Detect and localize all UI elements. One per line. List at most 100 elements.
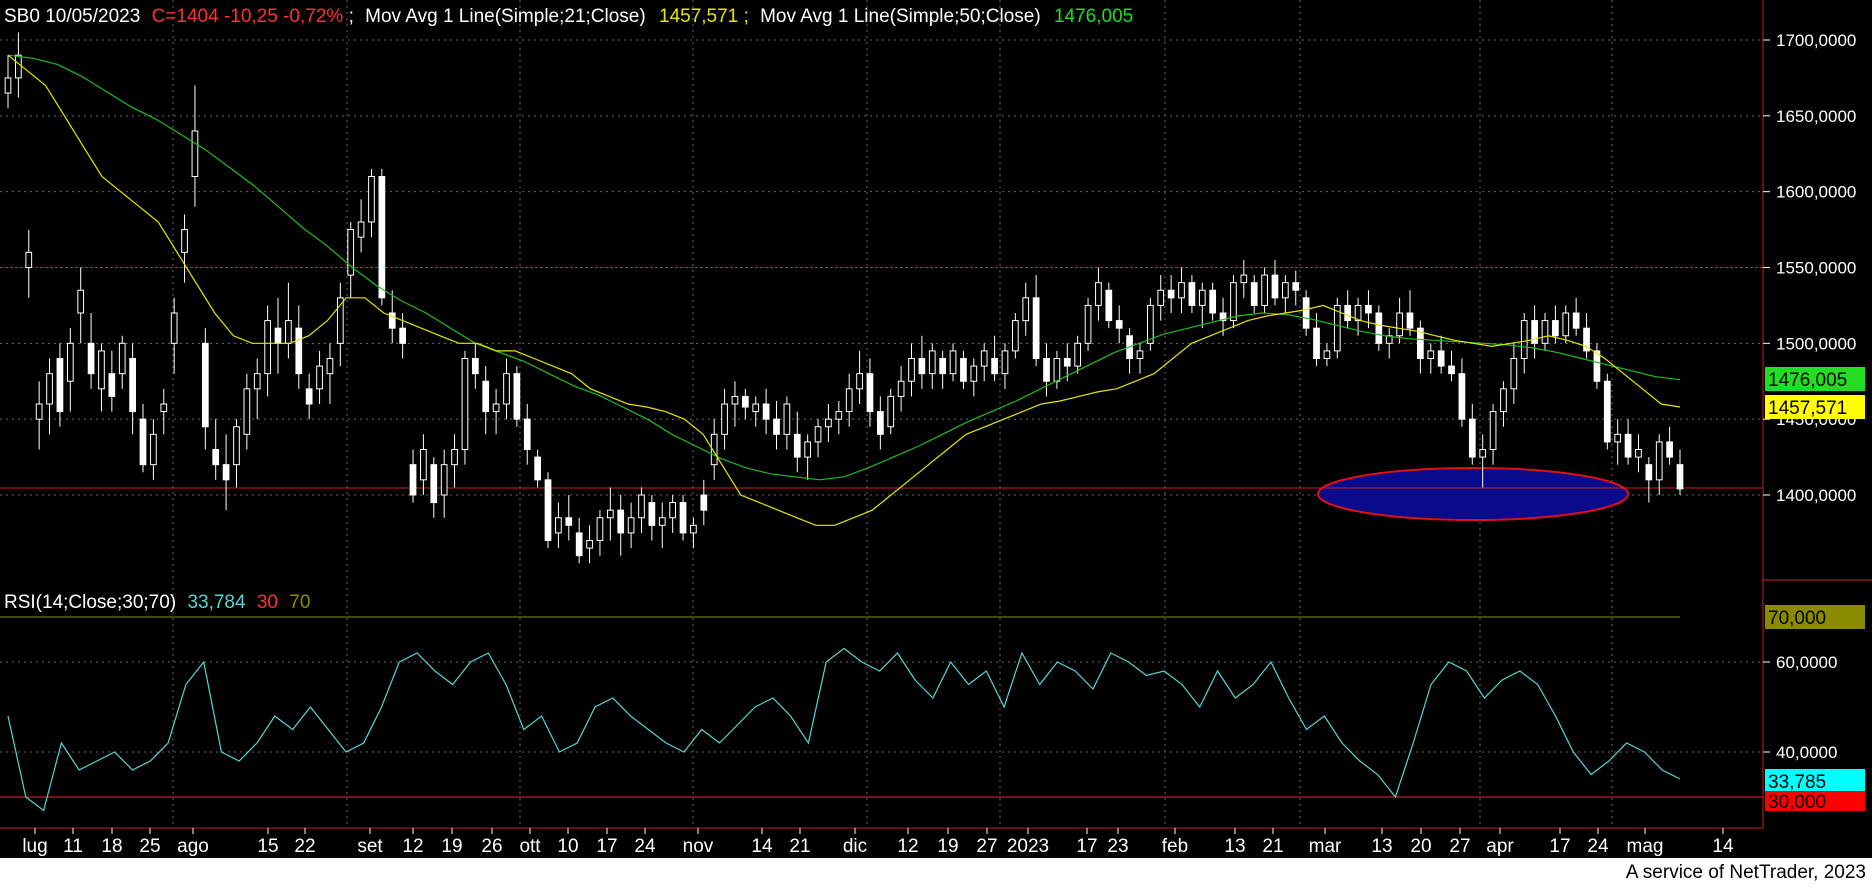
ma50-line: [7, 54, 1681, 481]
time-tick-label: 19: [937, 836, 958, 857]
candle-body: [876, 411, 884, 435]
candle-body: [1022, 297, 1030, 322]
candle-body: [1323, 350, 1331, 359]
candle-body: [1095, 282, 1102, 306]
candle-body: [1541, 320, 1549, 344]
candle-body: [1645, 464, 1653, 481]
candle-body: [908, 358, 915, 382]
candle-body: [191, 130, 199, 177]
candle-body: [918, 358, 926, 375]
time-tick-label: 18: [101, 836, 122, 857]
candle-body: [1136, 350, 1144, 359]
candle-body: [305, 388, 313, 405]
candle-body: [1531, 320, 1538, 344]
candle-body: [1105, 289, 1113, 322]
candle-body: [1552, 320, 1559, 337]
time-tick-label: 17: [1549, 836, 1570, 857]
candle-body: [700, 494, 708, 511]
candle-body: [492, 403, 500, 413]
candle-body: [378, 176, 386, 299]
candle-body: [1427, 350, 1435, 359]
candle-body: [1219, 312, 1227, 322]
time-tick-label: 24: [634, 836, 656, 857]
candle-body: [710, 433, 718, 466]
chart-header: SB0 10/05/2023 C=1404 -10,25 -0,72% ; Mo…: [4, 6, 1133, 27]
rsi-value: 33,784: [187, 592, 246, 613]
candle-body: [1063, 358, 1071, 367]
candle-body: [87, 342, 95, 375]
candle-body: [534, 456, 541, 481]
candle-body: [1375, 312, 1383, 344]
time-tick-label: ott: [519, 836, 541, 857]
price-tick-label: 1500,0000: [1776, 334, 1856, 353]
time-tick-label: 11: [63, 836, 83, 857]
time-tick-label: mar: [1309, 836, 1342, 857]
candle-body: [949, 350, 957, 375]
candle-body: [1230, 282, 1237, 322]
candle-body: [316, 365, 323, 390]
candle-body: [15, 54, 22, 79]
candle-body: [1562, 312, 1570, 337]
rsi30-tag: 30,000: [1768, 792, 1826, 813]
candle-body: [482, 380, 490, 413]
ma50-tag-bg: [1765, 367, 1865, 391]
time-tick-label: 15: [257, 836, 278, 857]
time-tick-label: feb: [1162, 836, 1188, 857]
rsi-label: RSI(14;Close;30;70): [4, 592, 176, 613]
header-symbol: SB0 10/05/2023: [4, 6, 140, 27]
candle-body: [461, 358, 469, 450]
candle-body: [1178, 282, 1185, 299]
candle-body: [440, 464, 448, 496]
rsi70-tag-bg: [1765, 605, 1865, 629]
candlestick-series: [4, 32, 1684, 564]
candle-body: [1572, 312, 1580, 329]
rsi-axis: 60,0000 40,0000: [1763, 653, 1837, 762]
candle-body: [679, 502, 687, 534]
price-tick-label: 1550,0000: [1776, 259, 1856, 278]
candle-body: [1198, 289, 1206, 306]
ma50-tag: 1476,005: [1768, 370, 1847, 391]
rsi-tick-label: 60,0000: [1776, 653, 1837, 672]
time-tick-label: 21: [789, 836, 810, 857]
candle-body: [170, 312, 178, 344]
candle-body: [575, 532, 583, 557]
candle-body: [1209, 289, 1217, 314]
ma21-tag-bg: [1765, 395, 1865, 419]
candle-body: [1624, 433, 1632, 458]
candle-body: [181, 229, 188, 253]
candle-body: [970, 365, 978, 382]
candle-body: [1479, 449, 1487, 458]
rsi30-tag-bg: [1765, 791, 1865, 811]
candle-body: [1437, 350, 1445, 367]
candle-body: [1271, 274, 1279, 299]
reference-lines: [0, 267, 1763, 798]
time-tick-label: 22: [294, 836, 315, 857]
time-tick-label: dic: [843, 836, 867, 857]
candle-body: [845, 388, 853, 413]
time-tick-label: 26: [481, 836, 502, 857]
candle-body: [66, 342, 74, 382]
candle-body: [555, 517, 562, 534]
candle-body: [1011, 320, 1019, 352]
candle-body: [471, 358, 479, 375]
candle-body: [690, 524, 697, 534]
candle-body: [1603, 380, 1611, 443]
time-tick-label: 2023: [1007, 836, 1049, 857]
candle-body: [1302, 297, 1310, 329]
footer-credit: A service of NetTrader, 2023: [1625, 862, 1866, 883]
candle-body: [1635, 449, 1642, 458]
price-tick-label: 1600,0000: [1776, 183, 1856, 202]
candle-body: [762, 403, 770, 420]
candle-body: [1250, 282, 1258, 306]
candle-body: [222, 464, 230, 481]
rsi-header: RSI(14;Close;30;70) 33,784 30 70: [4, 592, 310, 613]
candle-body: [1458, 373, 1466, 420]
candle-body: [1043, 358, 1050, 382]
candle-body: [991, 358, 998, 375]
candle-body: [793, 433, 801, 458]
candle-body: [212, 449, 220, 466]
candle-body: [201, 342, 209, 428]
time-tick-label: 17: [596, 836, 617, 857]
ma21-line: [7, 54, 1681, 526]
candle-body: [752, 403, 760, 413]
